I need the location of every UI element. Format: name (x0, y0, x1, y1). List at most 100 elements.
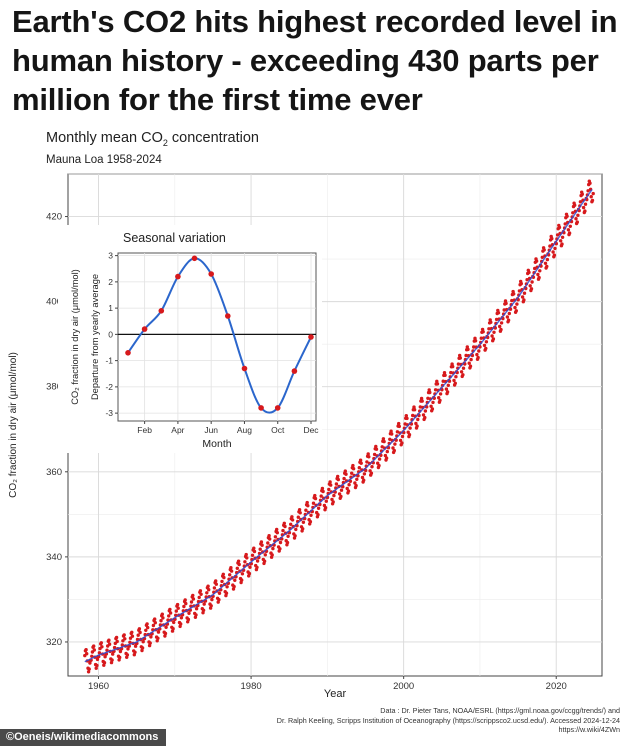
data-point (186, 617, 191, 622)
data-point (309, 513, 313, 517)
data-point (344, 472, 348, 476)
data-point (513, 305, 517, 310)
inset-x-tick-label: Dec (303, 425, 319, 435)
data-point (271, 546, 275, 551)
data-point (527, 270, 531, 275)
data-point (244, 552, 248, 557)
data-point (268, 537, 272, 541)
data-point (351, 467, 356, 471)
data-point (233, 578, 237, 582)
data-point (580, 192, 584, 196)
data-point (214, 582, 218, 586)
data-point (184, 601, 188, 606)
data-point (237, 562, 241, 567)
data-point (168, 611, 173, 615)
data-point (573, 203, 577, 207)
data-point (354, 483, 358, 488)
data-point (214, 579, 218, 583)
data-point (446, 383, 450, 387)
data-point (235, 566, 239, 570)
data-point (220, 579, 224, 584)
data-point (445, 390, 450, 394)
inset-y-axis-label: Departure from yearly average (90, 274, 100, 400)
data-point (342, 476, 346, 481)
inset-y-tick-label: -1 (105, 356, 113, 366)
data-point (505, 315, 510, 319)
source-note: Data : Dr. Pieter Tans, NOAA/ESRL (https… (100, 706, 620, 735)
data-point (397, 421, 401, 426)
data-point (141, 640, 145, 644)
data-point (153, 621, 157, 625)
data-point (293, 534, 297, 538)
data-point (128, 640, 132, 644)
data-point (529, 287, 534, 291)
data-point (588, 181, 592, 185)
data-point (428, 390, 432, 395)
data-point (167, 614, 171, 618)
inset-x-tick-label: Oct (271, 425, 285, 435)
data-point (183, 598, 187, 602)
data-point (390, 432, 394, 436)
data-point (538, 269, 542, 273)
data-point (282, 521, 286, 525)
data-point (133, 650, 137, 654)
data-point (384, 456, 389, 460)
data-point (179, 616, 184, 620)
data-point (149, 635, 153, 639)
data-point (107, 642, 112, 646)
data-point (449, 370, 453, 375)
data-point (412, 405, 416, 409)
data-point (123, 637, 127, 641)
data-point (258, 547, 262, 551)
data-point (240, 578, 244, 582)
y-tick-label: 360 (46, 467, 62, 478)
data-point (252, 549, 257, 554)
data-point (567, 231, 572, 235)
data-point (429, 404, 433, 408)
data-point (189, 600, 194, 604)
data-point (507, 311, 511, 316)
data-point (350, 471, 354, 475)
data-point (294, 527, 298, 532)
data-point (334, 482, 339, 486)
trend-line (84, 189, 593, 663)
inset-y-tick-label: -2 (105, 382, 113, 392)
data-point (198, 589, 203, 593)
data-point (337, 492, 342, 496)
data-point (586, 189, 590, 193)
data-point (353, 481, 357, 485)
source-line-2: Dr. Ralph Keeling, Scripps Institution o… (276, 715, 620, 725)
data-point (442, 371, 447, 375)
inset-point (208, 271, 214, 277)
data-point (316, 513, 320, 517)
data-point (477, 349, 481, 353)
data-point (382, 439, 386, 444)
data-point (222, 575, 226, 580)
data-point (179, 622, 183, 626)
data-point (245, 556, 249, 560)
data-point (217, 598, 221, 602)
data-point (530, 280, 534, 284)
inset-y-tick-label: -3 (105, 408, 113, 418)
data-point (275, 531, 279, 535)
data-point (266, 541, 270, 545)
data-point (85, 652, 89, 656)
data-point (456, 362, 461, 366)
data-point (435, 379, 439, 383)
data-point (362, 478, 366, 482)
data-point (519, 281, 523, 286)
y-tick-label: 380 (46, 382, 62, 393)
data-point (560, 235, 565, 239)
data-point (472, 345, 476, 349)
data-point (229, 566, 233, 570)
data-point (441, 379, 445, 383)
data-point (168, 607, 172, 612)
data-point (270, 553, 274, 557)
data-point (555, 233, 560, 237)
data-point (377, 463, 381, 468)
data-point (522, 298, 526, 302)
data-point (540, 255, 544, 259)
data-point (221, 572, 225, 576)
data-point (400, 434, 405, 439)
